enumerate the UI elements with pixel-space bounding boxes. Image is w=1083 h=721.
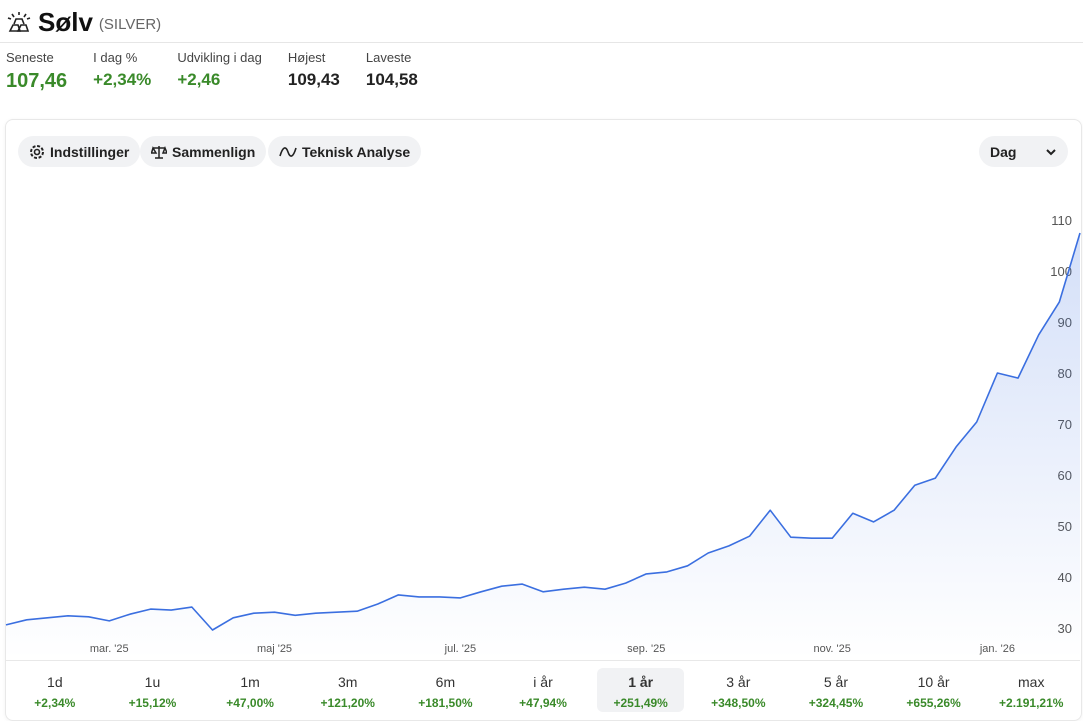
stat-value: +2,34% bbox=[93, 70, 152, 89]
period-option[interactable]: 5 år +324,45% bbox=[792, 668, 880, 712]
stats: Seneste 107,46 I dag % +2,34% Udvikling i da… bbox=[6, 50, 444, 93]
stat-value: 107,46 bbox=[6, 70, 68, 92]
stat-label: I dag % bbox=[93, 50, 138, 65]
period-option[interactable]: 3 år +348,50% bbox=[694, 668, 782, 712]
period-option[interactable]: 1 år +251,49% bbox=[596, 668, 685, 712]
stat-label: Højest bbox=[287, 50, 326, 65]
period-option[interactable]: 10 år +655,26% bbox=[890, 668, 978, 712]
period-label: i år bbox=[533, 674, 553, 690]
period-label: 1m bbox=[240, 674, 260, 690]
period-bar: 1d +2,34% 1u +15,12% 1m +47,00% 3m +121,20% 6m +1… bbox=[6, 660, 1080, 719]
stat-value: 104,58 bbox=[365, 70, 418, 89]
period-option[interactable]: 3m +121,20% bbox=[304, 668, 392, 712]
chevron bbox=[1046, 148, 1056, 155]
area bbox=[6, 233, 1080, 659]
period-option[interactable]: max +2.191,21% bbox=[987, 668, 1075, 712]
wave-icon bbox=[279, 146, 297, 157]
period-label: 1d bbox=[47, 674, 63, 690]
select-label: Dag bbox=[990, 143, 1017, 160]
period-option[interactable]: 1u +15,12% bbox=[109, 668, 197, 712]
stat-label: Seneste bbox=[6, 50, 54, 65]
period-select[interactable]: Dag bbox=[979, 136, 1068, 167]
stat-label: Laveste bbox=[365, 50, 412, 65]
subtitle: (SILVER) bbox=[98, 15, 162, 33]
title: Sølv bbox=[38, 6, 93, 37]
button-label: Teknisk Analyse bbox=[302, 143, 411, 160]
compare-button[interactable]: Sammenlign bbox=[140, 136, 267, 167]
scale-icon bbox=[151, 145, 167, 159]
settings-button[interactable]: Indstillinger bbox=[18, 136, 141, 167]
period-label: 10 år bbox=[917, 674, 950, 690]
period-change: +47,00% bbox=[226, 696, 274, 710]
period-label: 6m bbox=[435, 674, 456, 690]
silver-icon bbox=[7, 12, 31, 32]
period-label: 1u bbox=[144, 674, 161, 690]
period-change: +2,34% bbox=[34, 696, 76, 710]
period-change: +121,20% bbox=[320, 696, 375, 710]
stat: Laveste 104,58 bbox=[366, 50, 418, 93]
stat: Udvikling i dag +2,46 bbox=[177, 50, 262, 93]
period-label: 1 år bbox=[628, 674, 654, 690]
period-change: +251,49% bbox=[613, 696, 668, 710]
gear-icon bbox=[30, 144, 44, 159]
period-option[interactable]: 1m +47,00% bbox=[206, 668, 294, 712]
line bbox=[5, 232, 1081, 631]
period-change: +15,12% bbox=[128, 696, 177, 710]
header: Sølv (SILVER) bbox=[6, 2, 161, 42]
period-change: +2.191,21% bbox=[999, 696, 1064, 710]
period-change: +47,94% bbox=[519, 696, 567, 710]
period-change: +324,45% bbox=[808, 696, 864, 710]
period-option[interactable]: i år +47,94% bbox=[499, 668, 587, 712]
button-label: Indstillinger bbox=[50, 143, 130, 160]
stat: Seneste 107,46 bbox=[6, 50, 67, 93]
period-change: +348,50% bbox=[711, 696, 766, 710]
period-change: +655,26% bbox=[906, 696, 961, 710]
button-label: Sammenlign bbox=[172, 143, 256, 160]
period-label: 3m bbox=[338, 674, 358, 690]
analysis-button[interactable]: Teknisk Analyse bbox=[268, 136, 422, 167]
period-option[interactable]: 1d +2,34% bbox=[11, 668, 99, 712]
stat-value: +2,46 bbox=[177, 70, 221, 89]
period-change: +181,50% bbox=[418, 696, 473, 710]
stat: Højest 109,43 bbox=[288, 50, 340, 93]
period-label: 3 år bbox=[726, 674, 751, 690]
y-tick-label: 110 bbox=[1051, 213, 1072, 228]
period-label: 5 år bbox=[823, 674, 848, 690]
stat-label: Udvikling i dag bbox=[177, 50, 262, 65]
divider bbox=[0, 42, 1083, 43]
period-label: max bbox=[1018, 674, 1045, 690]
period-option[interactable]: 6m +181,50% bbox=[402, 668, 490, 712]
stat-value: 109,43 bbox=[287, 70, 340, 89]
stat: I dag % +2,34% bbox=[93, 50, 151, 93]
